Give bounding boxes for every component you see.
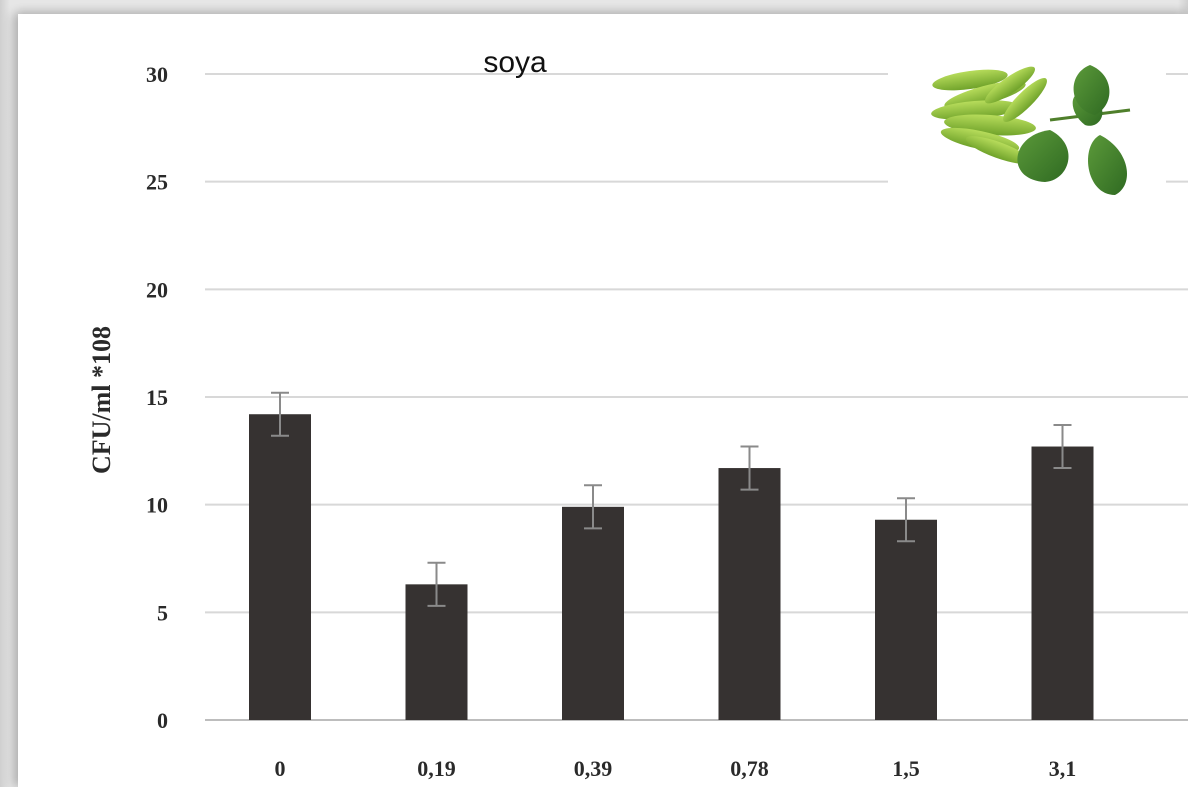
x-tick-label: 0,78 bbox=[730, 756, 769, 781]
soybean-icon bbox=[888, 52, 1166, 212]
y-axis-label: CFU/ml *108 bbox=[87, 326, 116, 474]
y-tick-label: 5 bbox=[157, 600, 168, 625]
chart-title: soya bbox=[483, 46, 547, 79]
chart-card: 0 5 10 15 20 25 30 0 0,19 0,39 0,78 1,5 3,1 soya CF… bbox=[18, 14, 1188, 787]
bar-chart: 0 5 10 15 20 25 30 0 0,19 0,39 0,78 1,5 3,1 soya CF… bbox=[87, 46, 1188, 781]
x-tick-label: 1,5 bbox=[892, 756, 920, 781]
error-bar bbox=[1053, 423, 1072, 470]
y-tick-label: 30 bbox=[146, 62, 168, 87]
x-tick-label: 0 bbox=[275, 756, 286, 781]
bars bbox=[249, 414, 1094, 720]
bar-1,5 bbox=[875, 519, 937, 720]
y-axis-ticks: 0 5 10 15 20 25 30 bbox=[146, 62, 168, 733]
y-tick-label: 15 bbox=[146, 385, 168, 410]
error-bar bbox=[271, 391, 289, 437]
y-tick-label: 20 bbox=[146, 277, 168, 302]
x-tick-label: 0,19 bbox=[417, 756, 456, 781]
x-tick-label: 0,39 bbox=[574, 756, 613, 781]
bar-0,39 bbox=[562, 506, 624, 720]
y-tick-label: 10 bbox=[146, 493, 168, 518]
y-tick-label: 0 bbox=[157, 708, 168, 733]
bar-0 bbox=[249, 414, 311, 720]
error-bar bbox=[740, 445, 759, 491]
x-axis-ticks: 0 0,19 0,39 0,78 1,5 3,1 bbox=[275, 756, 1077, 781]
x-tick-label: 3,1 bbox=[1049, 756, 1077, 781]
error-bars bbox=[271, 391, 1072, 607]
bar-0,19 bbox=[405, 584, 468, 720]
error-bar bbox=[584, 484, 602, 530]
bar-3,1 bbox=[1031, 446, 1094, 720]
y-tick-label: 25 bbox=[146, 170, 168, 195]
error-bar bbox=[897, 497, 915, 543]
bar-0,78 bbox=[718, 468, 781, 720]
gridlines bbox=[205, 73, 1188, 721]
error-bar bbox=[427, 561, 446, 607]
